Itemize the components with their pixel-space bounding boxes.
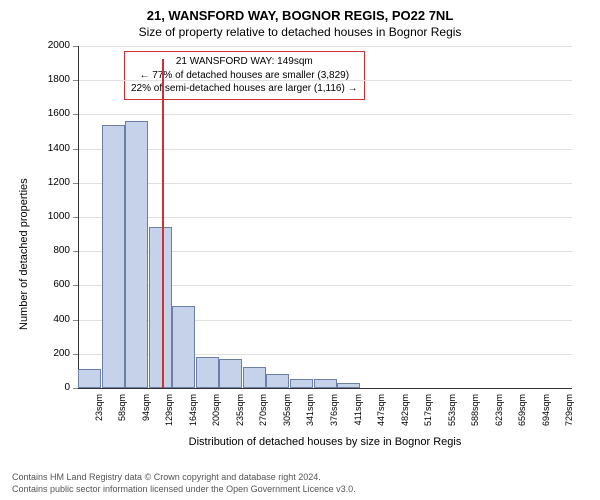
bar (172, 306, 195, 388)
y-tick-label: 2000 (34, 40, 70, 51)
y-tick-label: 400 (34, 314, 70, 325)
gridline (78, 46, 572, 47)
bar (102, 125, 125, 388)
bar (78, 369, 101, 388)
y-tick-label: 1800 (34, 74, 70, 85)
bar (196, 357, 219, 388)
gridline (78, 114, 572, 115)
y-tick-label: 800 (34, 245, 70, 256)
y-axis-line (78, 46, 79, 388)
y-tick-label: 600 (34, 279, 70, 290)
x-axis-label: Distribution of detached houses by size … (78, 436, 572, 448)
gridline (78, 80, 572, 81)
gridline (78, 149, 572, 150)
y-tick-label: 0 (34, 382, 70, 393)
gridline (78, 183, 572, 184)
y-tick-label: 1600 (34, 108, 70, 119)
plot-area: 020040060080010001200140016001800200023s… (78, 46, 572, 388)
footer-text: Contains HM Land Registry data © Crown c… (12, 472, 356, 495)
footer-line-1: Contains HM Land Registry data © Crown c… (12, 472, 356, 484)
y-tick-label: 1200 (34, 177, 70, 188)
y-tick-label: 1400 (34, 143, 70, 154)
bar (337, 383, 360, 388)
gridline (78, 217, 572, 218)
chart-subtitle: Size of property relative to detached ho… (0, 23, 600, 39)
bar (266, 374, 289, 388)
chart-title: 21, WANSFORD WAY, BOGNOR REGIS, PO22 7NL (0, 0, 600, 23)
chart-container: 21, WANSFORD WAY, BOGNOR REGIS, PO22 7NL… (0, 0, 600, 500)
bar (149, 227, 172, 388)
bar (314, 379, 337, 388)
bar (243, 367, 266, 388)
bar (219, 359, 242, 388)
footer-line-2: Contains public sector information licen… (12, 484, 356, 496)
y-tick-label: 200 (34, 348, 70, 359)
marker-line (162, 59, 164, 388)
bar (290, 379, 313, 388)
y-axis-label: Number of detached properties (18, 178, 30, 330)
bar (125, 121, 148, 388)
y-tick-label: 1000 (34, 211, 70, 222)
x-axis-line (78, 388, 572, 389)
